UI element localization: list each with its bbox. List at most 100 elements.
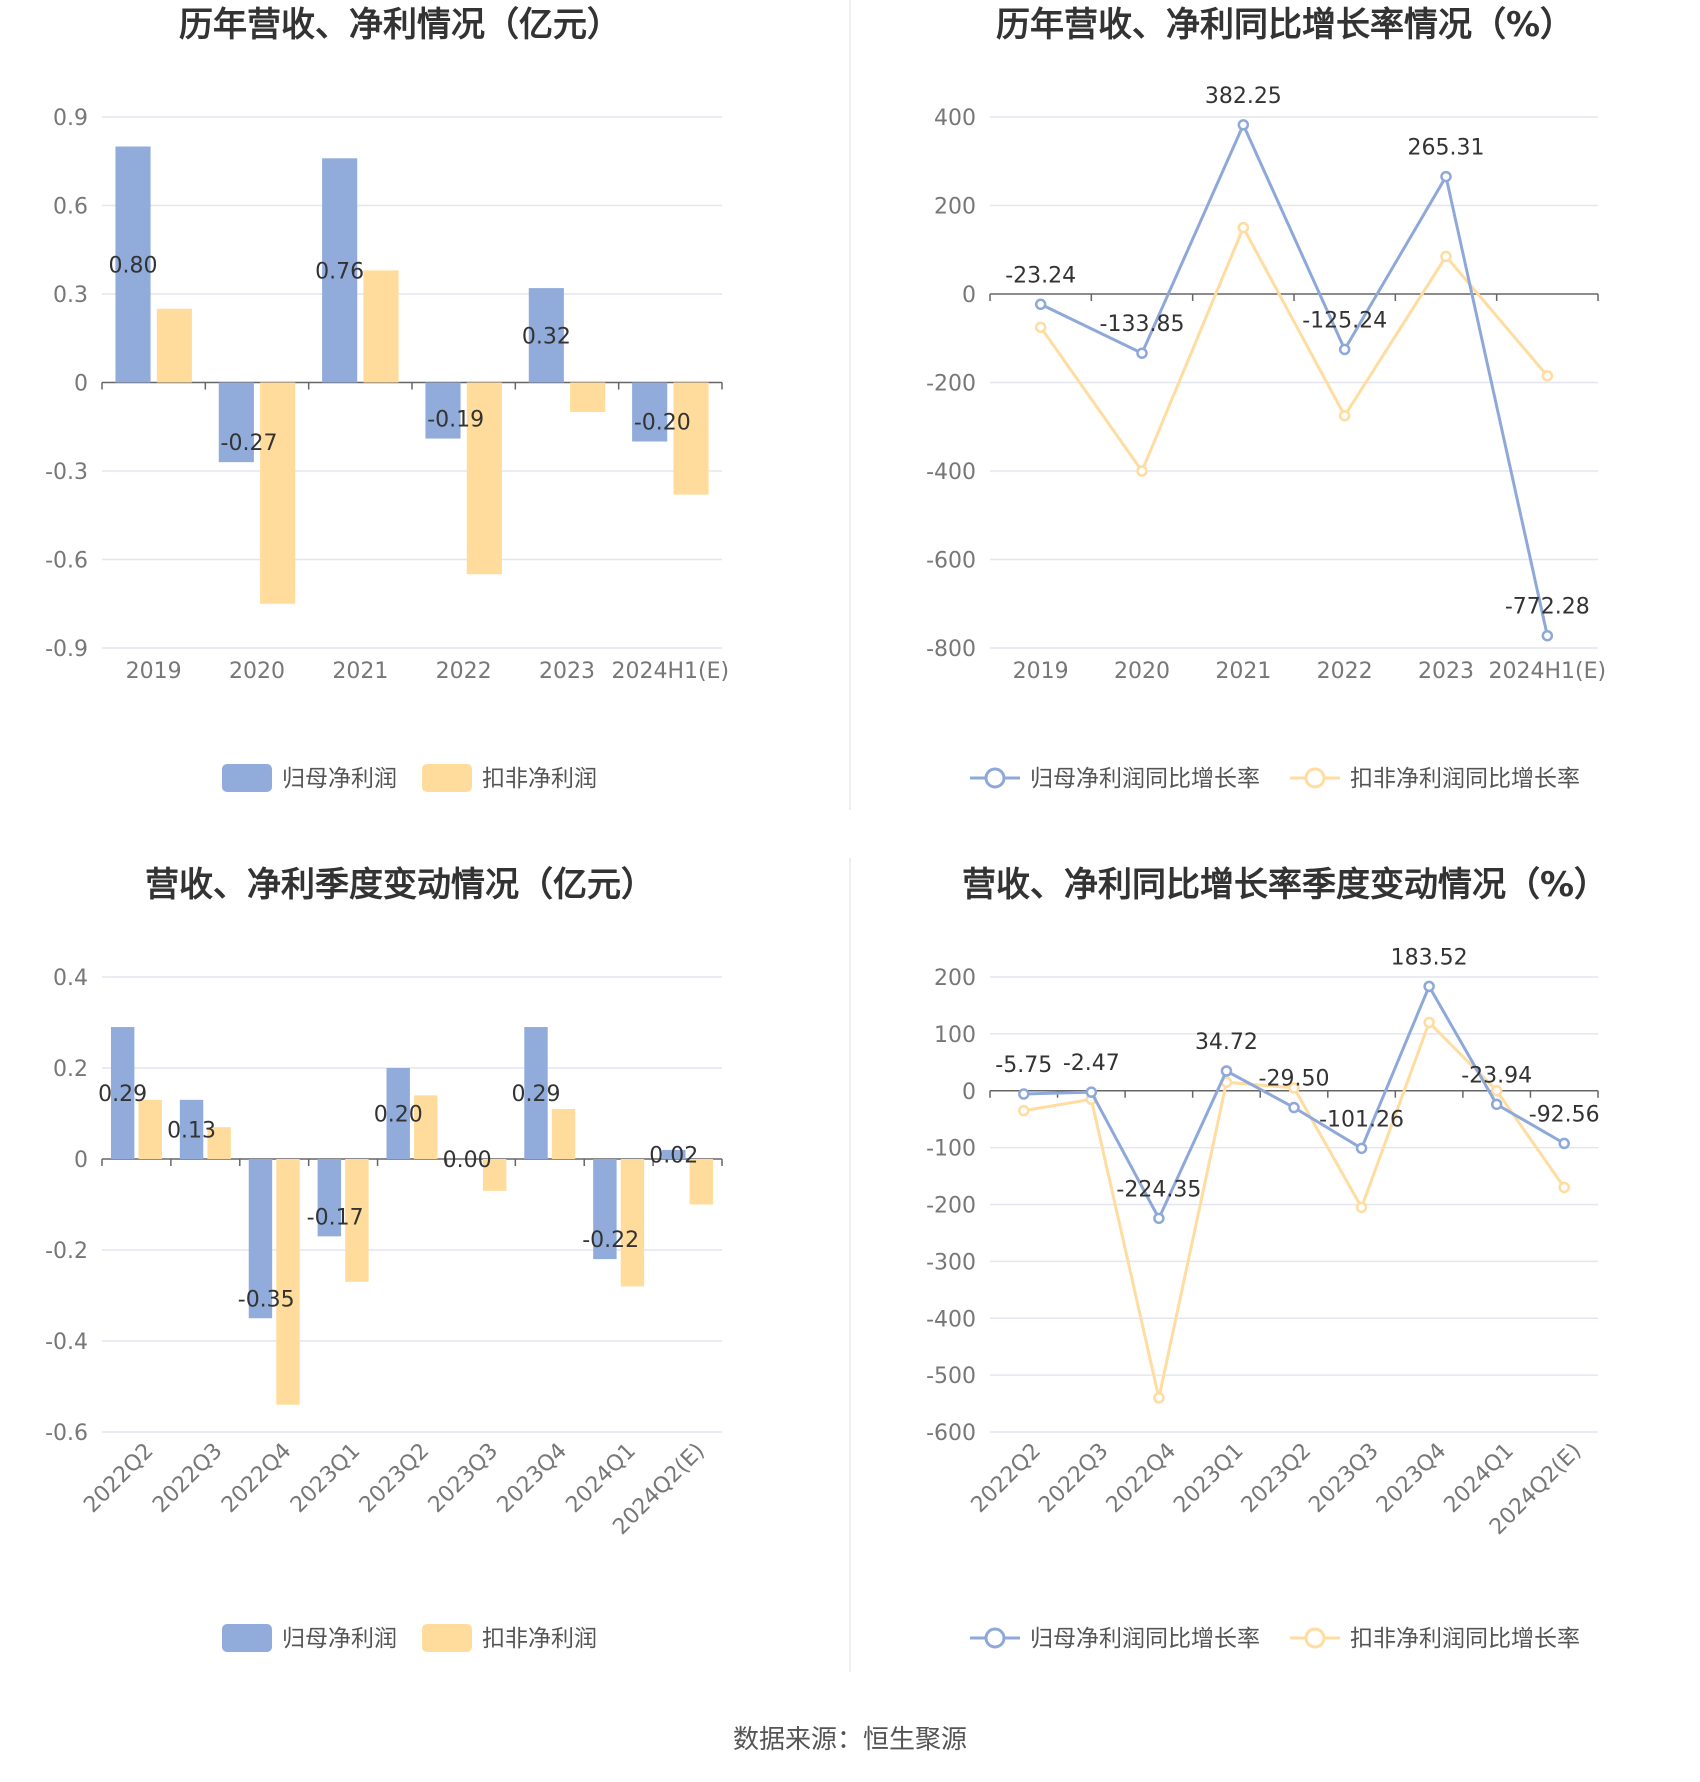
bar-deducted-profit: [414, 1095, 438, 1159]
point-deducted-growth: [1018, 1104, 1030, 1117]
point-deducted-growth: [1288, 1082, 1300, 1094]
y-tick-label: -300: [926, 1250, 976, 1275]
point-net-growth: [1034, 298, 1047, 311]
point-net-growth: [1018, 1088, 1030, 1100]
legend-marker-net-growth: [984, 767, 1006, 789]
point-deducted-growth: [1558, 1181, 1570, 1194]
data-label: -92.56: [1529, 1102, 1600, 1127]
data-label: 265.31: [1408, 136, 1485, 161]
legend-swatch-net-profit: [222, 1624, 272, 1652]
x-tick-label: 2022Q2: [967, 1439, 1046, 1518]
x-tick-label: 2022: [436, 659, 492, 684]
x-tick-label: 2023Q3: [424, 1439, 503, 1518]
y-tick-label: -800: [926, 637, 976, 662]
x-tick-label: 2022Q4: [1102, 1439, 1181, 1518]
y-tick-label: -400: [926, 1307, 976, 1332]
annual-growth-line-chart: 400 200 0 -200 -400 -600 -800 2019 2020 2021 2022 2…: [926, 84, 1606, 792]
point-net-growth: [1085, 1086, 1098, 1098]
bar-deducted-profit: [207, 1127, 231, 1159]
legend-label: 扣非净利润: [482, 1626, 597, 1652]
y-tick-label: -200: [926, 372, 976, 397]
data-label: 382.25: [1205, 84, 1282, 109]
x-tick-label: 2021: [1215, 659, 1271, 684]
bar-net-profit: [386, 1068, 410, 1159]
bar-net-profit: [218, 382, 254, 463]
data-label: 0.13: [167, 1118, 216, 1143]
bar-deducted-profit: [156, 308, 192, 383]
y-tick-label: -100: [926, 1137, 976, 1162]
data-label: 0.29: [98, 1082, 147, 1107]
bar-net-profit: [662, 1149, 686, 1159]
y-tick-label: -500: [926, 1364, 976, 1389]
bar-deducted-profit: [551, 1108, 576, 1159]
bar-net-profit: [425, 382, 461, 439]
x-tick-label: 2020: [1114, 659, 1170, 684]
data-label: 0.29: [512, 1082, 561, 1107]
point-net-growth: [1237, 119, 1250, 131]
point-net-growth: [1423, 980, 1435, 993]
data-label: 34.72: [1195, 1030, 1258, 1055]
point-net-growth: [1355, 1142, 1368, 1155]
bar-deducted-profit: [138, 1099, 162, 1159]
x-tick-label: 2022Q3: [1034, 1439, 1113, 1518]
data-label: -2.47: [1063, 1051, 1120, 1076]
data-label: -772.28: [1505, 595, 1590, 620]
point-deducted-growth: [1541, 370, 1554, 382]
point-net-growth: [1220, 1065, 1233, 1077]
point-net-growth: [1541, 629, 1554, 642]
data-label: 0.76: [315, 259, 364, 284]
x-tick-label: 2022: [1317, 659, 1373, 684]
legend-marker-net-growth: [984, 1627, 1006, 1649]
point-net-growth: [1440, 170, 1452, 183]
y-tick-label: -0.6: [45, 549, 88, 574]
bar-deducted-profit: [689, 1159, 714, 1205]
y-tick-label: -0.4: [45, 1330, 88, 1355]
x-tick-label: 2019: [126, 659, 182, 684]
data-label: -125.24: [1302, 308, 1387, 333]
data-source: 数据来源：恒生聚源: [733, 1725, 967, 1755]
bar-net-profit: [110, 1027, 135, 1159]
point-deducted-growth: [1136, 465, 1148, 477]
bar-deducted-profit: [620, 1159, 645, 1287]
y-tick-label: 100: [934, 1023, 976, 1048]
x-tick-label: 2023Q4: [1372, 1439, 1451, 1518]
x-tick-label: 2023: [539, 659, 595, 684]
point-deducted-growth: [1490, 1085, 1503, 1097]
legend-marker-deducted-growth: [1304, 767, 1326, 789]
data-label: -23.24: [1005, 263, 1076, 288]
y-tick-label: 0: [74, 372, 88, 397]
data-label: -0.27: [221, 431, 278, 456]
data-label: -0.20: [634, 411, 691, 436]
data-label: 183.52: [1391, 945, 1468, 970]
legend-swatch-deducted-profit: [422, 764, 472, 792]
bar-net-profit: [179, 1099, 204, 1159]
bar-net-profit: [593, 1159, 617, 1260]
data-label: -0.19: [427, 408, 484, 433]
point-deducted-growth: [1237, 221, 1250, 234]
point-net-growth: [1136, 347, 1148, 359]
bar-net-profit: [317, 1159, 342, 1237]
legend-label: 归母净利润同比增长率: [1030, 766, 1260, 792]
x-tick-label: 2023Q1: [1169, 1439, 1248, 1518]
bar-deducted-profit: [466, 382, 502, 575]
bar-net-profit: [632, 382, 668, 442]
point-net-growth: [1153, 1212, 1165, 1225]
y-tick-label: -400: [926, 460, 976, 485]
legend-label: 扣非净利润同比增长率: [1350, 1626, 1580, 1652]
x-tick-label: 2020: [229, 659, 285, 684]
point-deducted-growth: [1338, 409, 1351, 422]
point-net-growth: [1490, 1098, 1503, 1111]
bar-deducted-profit: [673, 382, 709, 495]
point-net-growth: [1288, 1101, 1300, 1114]
bar-net-profit: [524, 1027, 548, 1159]
legend-swatch-net-profit: [222, 764, 272, 792]
bar-net-profit: [248, 1159, 273, 1319]
annual-profit-bar-chart: 0.9 0.6 0.3 0 -0.3 -0.6 -0.9 2019 2020 2021 2022 20…: [45, 106, 729, 792]
point-deducted-growth: [1440, 250, 1452, 263]
y-tick-label: 200: [934, 966, 976, 991]
x-tick-label: 2023Q1: [286, 1439, 365, 1518]
data-label: 0.00: [443, 1148, 492, 1173]
x-tick-label: 2019: [1013, 659, 1069, 684]
data-label: 0.20: [374, 1103, 423, 1128]
legend-label: 归母净利润: [282, 1626, 397, 1652]
